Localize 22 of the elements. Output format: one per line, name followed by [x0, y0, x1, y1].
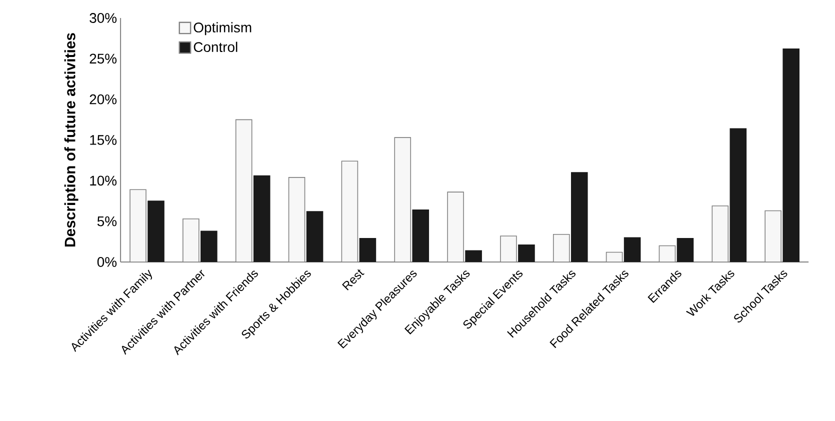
- y-tick-label: 10%: [90, 176, 117, 186]
- legend-label: Optimism: [194, 22, 252, 36]
- bar: [235, 119, 252, 262]
- bar: [288, 177, 306, 262]
- y-tick-label: 5%: [97, 216, 117, 226]
- bar: [182, 218, 200, 262]
- bar: [341, 160, 358, 262]
- bar: [764, 210, 782, 262]
- legend-label: Control: [194, 42, 238, 52]
- y-axis-title: Description of future activities: [64, 33, 78, 247]
- y-tick-label: 25%: [90, 54, 117, 64]
- bar: [712, 205, 729, 262]
- bar: [447, 192, 464, 262]
- y-tick-label: 15%: [90, 135, 117, 145]
- y-tick-label: 20%: [90, 94, 117, 104]
- bar: [552, 234, 570, 262]
- bar: [130, 189, 146, 262]
- y-tick-label: 0%: [97, 257, 117, 267]
- bar: [394, 137, 412, 262]
- bar: [658, 245, 676, 262]
- y-tick-label: 30%: [90, 13, 117, 23]
- bar: [500, 236, 517, 262]
